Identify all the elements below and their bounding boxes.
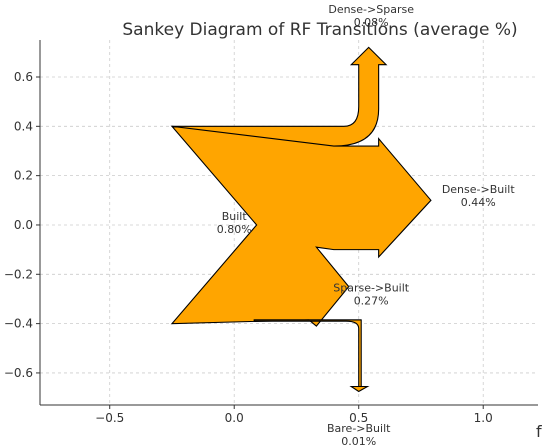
x-tick-label-2: 0.5: [349, 411, 368, 425]
y-tick-label-3: 0.0: [14, 218, 33, 232]
y-tick-label-4: 0.2: [14, 169, 33, 183]
flow-bare-built: [253, 319, 370, 393]
axes-frame: [39, 40, 538, 406]
flow-value-bare-built: 0.01%: [341, 435, 376, 448]
flow-value-dense-sparse: 0.08%: [354, 16, 389, 29]
y-tick-label-2: −0.2: [4, 267, 33, 281]
flow-label-sparse-built: Sparse->Built: [333, 282, 410, 295]
flow-built-main: [170, 125, 432, 327]
y-tick-label-5: 0.4: [14, 119, 33, 133]
x-tick-label-1: 0.0: [225, 411, 244, 425]
chart-title: Sankey Diagram of RF Transitions (averag…: [122, 20, 517, 40]
y-tick-label-0: −0.6: [4, 366, 33, 380]
flow-value-dense-built: 0.44%: [461, 196, 496, 209]
x-tick-label-3: 1.0: [474, 411, 493, 425]
flow-label-bare-built: Bare->Built: [327, 422, 391, 435]
flow-label-built: Built: [222, 210, 248, 223]
flow-label-dense-sparse: Dense->Sparse: [328, 3, 414, 16]
flow-label-dense-built: Dense->Built: [442, 183, 516, 196]
sankey-shapes: [170, 46, 432, 393]
x-tick-label-0: −0.5: [95, 411, 124, 425]
y-tick-label-6: 0.6: [14, 70, 33, 84]
flow-value-sparse-built: 0.27%: [354, 295, 389, 308]
y-tick-label-1: −0.4: [4, 317, 33, 331]
stray-text: f: [536, 422, 542, 441]
flow-value-built: 0.80%: [217, 223, 252, 236]
flow-dense-sparse: [171, 46, 388, 147]
tick-labels: −0.5 0.0 0.5 1.0 −0.6 −0.4 −0.2 0.0 0.2 0.4 0.6: [4, 70, 493, 425]
